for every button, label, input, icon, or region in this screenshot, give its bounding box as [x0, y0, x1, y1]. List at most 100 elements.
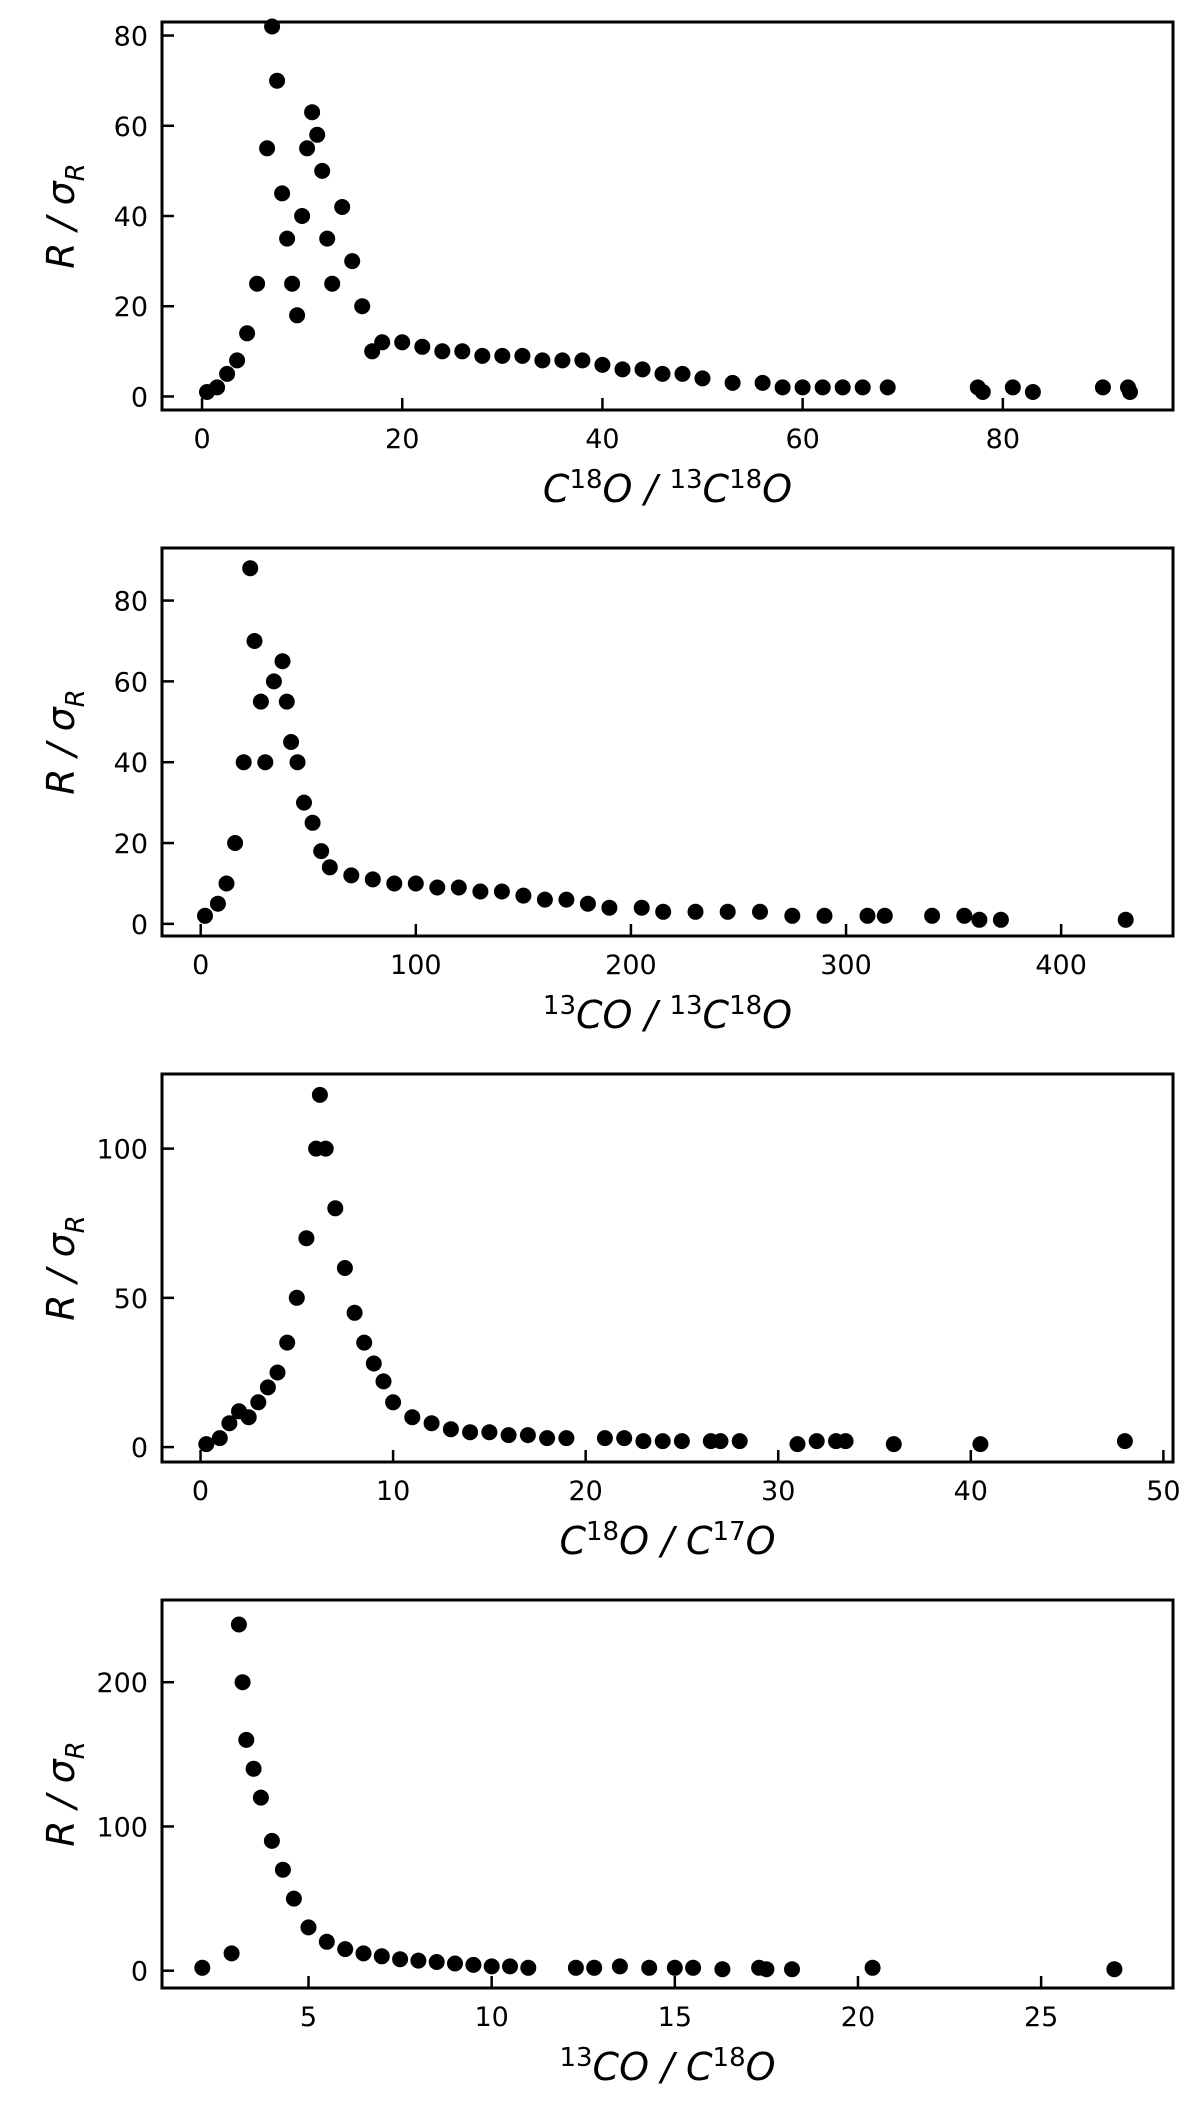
data-point [837, 1433, 854, 1450]
data-point [462, 1424, 479, 1441]
data-point [375, 1373, 392, 1390]
data-point [758, 1961, 775, 1978]
data-point [519, 1427, 536, 1444]
data-point [240, 1409, 257, 1426]
scatter-points [194, 1616, 1123, 1978]
data-point [558, 1430, 575, 1447]
data-point [423, 1415, 440, 1432]
data-point [972, 1436, 989, 1453]
data-point [774, 379, 791, 396]
data-point [309, 126, 326, 143]
scatter-points [197, 560, 1134, 928]
data-point [343, 867, 360, 884]
data-point [283, 734, 300, 750]
data-point [269, 1364, 286, 1381]
data-point [483, 1958, 500, 1975]
data-point [586, 1959, 603, 1976]
data-point [879, 379, 896, 396]
data-point [685, 1959, 702, 1976]
x-axis-label: C18O / C17O [559, 1517, 775, 1563]
data-point [971, 911, 988, 928]
data-point [859, 907, 876, 924]
data-point [1122, 384, 1138, 400]
data-point [673, 1433, 690, 1450]
data-point [567, 1959, 584, 1976]
data-point [324, 275, 341, 292]
data-point [209, 895, 226, 912]
data-point [259, 140, 276, 157]
data-point [298, 1230, 315, 1247]
data-point [1094, 379, 1111, 396]
data-point [596, 1430, 613, 1447]
data-point [219, 365, 236, 382]
x-tick-label: 100 [390, 950, 442, 981]
data-point [235, 754, 252, 771]
data-point [594, 356, 611, 373]
data-point [634, 361, 651, 378]
data-point [197, 907, 213, 924]
data-point [354, 298, 371, 315]
data-point [194, 1959, 211, 1976]
data-point [227, 835, 244, 851]
data-point [230, 1616, 247, 1633]
x-tick-label: 80 [986, 424, 1020, 455]
data-point [635, 1433, 652, 1450]
y-axis-label: R / σR [39, 689, 91, 795]
data-point [814, 379, 831, 396]
data-point [1024, 384, 1041, 400]
y-tick-label: 20 [114, 829, 148, 860]
data-point [428, 1954, 445, 1970]
y-tick-label: 0 [131, 1433, 148, 1464]
data-point [493, 883, 510, 900]
data-point [304, 104, 321, 121]
data-point [269, 72, 286, 89]
subplot-2: 0 100 200 300 400 0 20 40 60 80 13CO / 13C18O R / σ… [39, 546, 1175, 1037]
data-point [674, 365, 691, 382]
data-point [724, 374, 741, 391]
data-point [539, 1430, 556, 1447]
data-point [808, 1433, 825, 1450]
y-axis-label: R / σR [39, 163, 91, 269]
data-point [259, 1379, 276, 1396]
x-tick-label: 300 [820, 950, 872, 981]
data-point [854, 379, 871, 396]
x-tick-label: 10 [376, 1476, 410, 1507]
data-point [515, 887, 532, 904]
axes-frame [160, 20, 1175, 412]
data-point [223, 1945, 240, 1962]
x-tick-label: 0 [192, 950, 209, 981]
data-point [614, 361, 631, 378]
y-tick-label: 60 [114, 667, 148, 698]
data-point [1116, 1433, 1133, 1450]
data-point [481, 1424, 498, 1441]
data-point [655, 903, 672, 920]
data-point [337, 1941, 354, 1958]
y-tick-label: 0 [131, 910, 148, 941]
data-point [654, 1433, 671, 1450]
data-point [404, 1409, 421, 1426]
data-point [474, 347, 491, 364]
data-point [313, 843, 330, 860]
data-point [242, 560, 259, 577]
subplot-3: 0 10 20 30 40 50 0 50 100 C18O / C17O R / σR [39, 1072, 1181, 1563]
data-point [294, 208, 311, 224]
data-point [211, 1430, 228, 1447]
x-tick-label: 5 [300, 2002, 317, 2033]
x-tick-label: 20 [841, 2002, 875, 2033]
data-point [633, 899, 650, 916]
data-point [234, 1674, 251, 1691]
data-point [1004, 379, 1021, 396]
y-tick-label: 0 [131, 1957, 148, 1988]
data-point [288, 1289, 305, 1306]
data-point [876, 907, 893, 924]
data-point [209, 379, 226, 396]
data-point [198, 1436, 215, 1453]
data-point [666, 1959, 683, 1976]
data-point [694, 370, 711, 387]
data-point [249, 275, 266, 292]
data-point [502, 1958, 518, 1975]
data-point [514, 347, 531, 364]
data-point [794, 379, 811, 396]
y-tick-label: 100 [96, 1812, 148, 1843]
data-point [816, 907, 833, 924]
